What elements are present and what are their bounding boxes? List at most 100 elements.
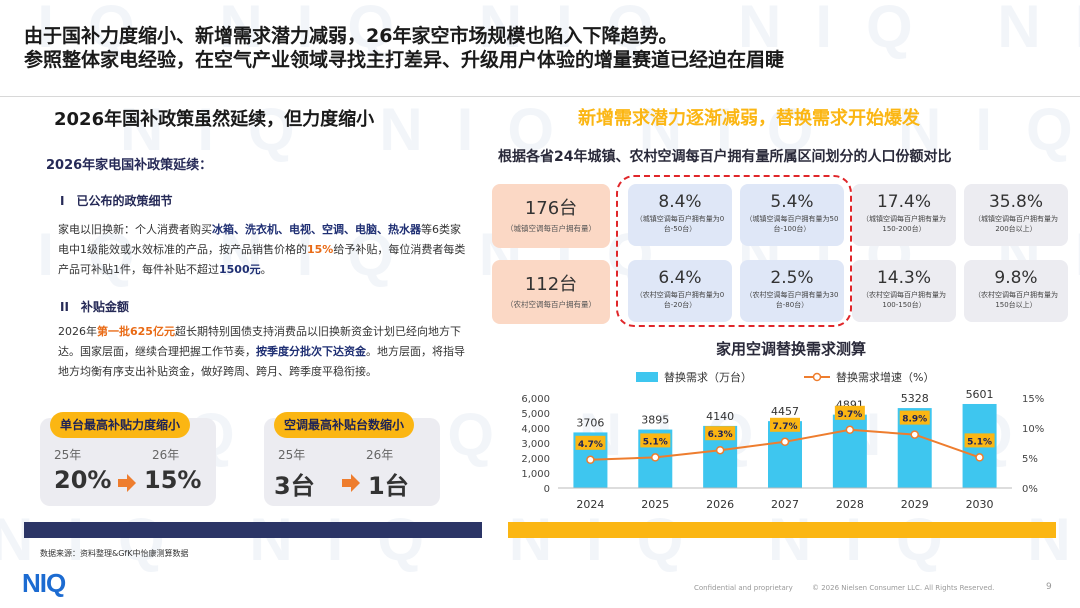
bar [768,421,802,488]
legend-line-marker [812,372,822,382]
chart-title: 家用空调替换需求测算 [716,340,867,358]
page-headline: 由于国补力度缩小、新增需求潜力减弱，26年家空市场规模也陷入下降趋势。 参照整体… [24,24,1064,72]
right-subtitle: 根据各省24年城镇、农村空调每百户拥有量所属区间划分的人口份额对比 [498,149,952,165]
y-right-tick-label: 15% [1022,394,1044,405]
rural-row-label: 112台 （农村空调每百户拥有量） [492,260,610,324]
bar-value-label: 3706 [576,416,604,429]
bar-value-label: 4140 [706,410,734,423]
card-label: 空调最高补贴台数缩小 [274,412,415,438]
growth-label: 6.3% [708,430,733,440]
share-cell: 17.4% （城镇空调每百户拥有量为150-200台） [852,184,956,246]
card-from-year: 25年 [278,448,306,462]
share-cell: 35.8% （城镇空调每百户拥有量为200台以上） [964,184,1068,246]
data-source: 数据来源：资料整理&GfK中怡康测算数据 [40,549,189,558]
y-left-tick-label: 4,000 [521,424,550,435]
left-title: 2026年国补政策虽然延续，但力度缩小 [54,109,375,130]
growth-label: 7.7% [773,422,798,432]
growth-label: 4.7% [578,440,603,450]
y-left-tick-label: 0 [544,484,550,495]
divider [0,96,1080,97]
section-heading-amount: II 补贴金额 [60,300,129,314]
urban-total-caption: （城镇空调每百户拥有量） [506,224,596,233]
confidential-note: Confidential and proprietary [694,584,793,592]
y-right-tick-label: 5% [1022,454,1038,465]
section-heading-details: I 已公布的政策细节 [60,194,173,208]
card-label: 单台最高补贴力度缩小 [50,412,191,438]
urban-row-label: 176台 （城镇空调每百户拥有量） [492,184,610,248]
share-cell: 8.4% （城镇空调每百户拥有量为0台-50台） [628,184,732,246]
y-left-tick-label: 2,000 [521,454,550,465]
highlight-dashed-box [616,175,852,327]
growth-point [910,430,919,439]
y-right-tick-label: 0% [1022,484,1038,495]
bar-value-label: 4457 [771,405,799,418]
share-cell: 5.4% （城镇空调每百户拥有量为50台-100台） [740,184,844,246]
growth-label-bg [899,410,930,425]
x-tick-label: 2028 [836,498,864,511]
bar-value-label: 5328 [901,392,929,405]
card-from-value: 20% [54,466,112,494]
growth-label-bg [770,417,800,432]
growth-label: 9.7% [837,410,862,420]
y-left-tick-label: 3,000 [521,439,550,450]
rural-total-caption: （农村空调每百户拥有量） [506,300,596,309]
copyright: © 2026 Nielsen Consumer LLC. All Rights … [812,584,995,592]
y-left-tick-label: 6,000 [521,394,550,405]
card-to-year: 26年 [366,448,394,462]
niq-logo: NIQ [22,568,66,598]
card-to-value: 1台 [368,472,409,500]
page-number: 9 [1046,582,1052,592]
growth-point [845,425,855,435]
growth-label: 8.9% [902,415,927,425]
growth-label-bg [964,433,995,448]
growth-label-bg [640,433,671,448]
headline-line-1: 由于国补力度缩小、新增需求潜力减弱，26年家空市场规模也陷入下降趋势。 [24,25,678,47]
growth-label: 5.1% [643,437,668,447]
share-cell: 6.4% （农村空调每百户拥有量为0台-20台） [628,260,732,322]
right-title: 新增需求潜力逐渐减弱，替换需求开始爆发 [578,108,920,129]
right-stripe [508,522,1056,538]
growth-point [975,453,984,462]
growth-point [715,445,725,455]
y-left-tick-label: 5,000 [521,409,550,420]
arrow-right-icon [118,474,136,492]
y-right-tick-label: 10% [1022,424,1044,435]
bar-value-label: 5601 [966,388,994,401]
left-panel: 2026年国补政策虽然延续，但力度缩小 2026年家电国补政策延续： I 已公布… [34,100,484,512]
x-tick-label: 2030 [966,498,994,511]
card-to-value: 15% [144,466,202,494]
share-cell: 2.5% （农村空调每百户拥有量为30台-80台） [740,260,844,322]
y-left-tick-label: 1,000 [521,469,550,480]
rural-total: 112台 [524,274,578,295]
share-cell: 9.8% （农村空调每百户拥有量为150台以上） [964,260,1068,322]
x-tick-label: 2026 [706,498,734,511]
growth-point [651,453,660,462]
growth-label-bg [705,426,736,441]
urban-total: 176台 [524,198,578,219]
x-tick-label: 2025 [641,498,669,511]
x-tick-label: 2027 [771,498,799,511]
growth-label: 5.1% [967,437,992,447]
legend-bar-label: 替换需求（万台） [664,370,752,384]
x-tick-label: 2029 [901,498,929,511]
arrow-right-icon [342,474,360,492]
policy-details-text: 家电以旧换新：个人消费者购买冰箱、洗衣机、电视、空调、电脑、热水器等6类家电中1… [58,223,466,276]
legend-bar-swatch [636,372,658,382]
growth-label-bg [575,435,606,450]
growth-point [586,455,595,465]
growth-label-bg [834,405,865,420]
left-stripe [24,522,482,538]
left-subtitle: 2026年家电国补政策延续： [46,158,213,173]
headline-line-2: 参照整体家电经验，在空气产业领域寻找主打差异、升级用户体验的增量赛道已经迫在眉睫 [24,49,785,71]
growth-point [780,437,790,447]
card-from-year: 25年 [54,448,82,462]
subsidy-rate-card: 单台最高补贴力度缩小 25年 26年 20% 15% [40,412,216,506]
card-to-year: 26年 [152,448,180,462]
bar-value-label: 3895 [641,414,669,427]
subsidy-units-card: 空调最高补贴台数缩小 25年 26年 3台 1台 [264,412,440,506]
x-tick-label: 2024 [576,498,604,511]
share-cell: 14.3% （农村空调每百户拥有量为100-150台） [852,260,956,322]
subsidy-amount-text: 2026年第一批625亿元超长期特别国债支持消费品以旧换新资金计划已经向地方下达… [58,325,465,378]
card-from-value: 3台 [274,472,315,500]
